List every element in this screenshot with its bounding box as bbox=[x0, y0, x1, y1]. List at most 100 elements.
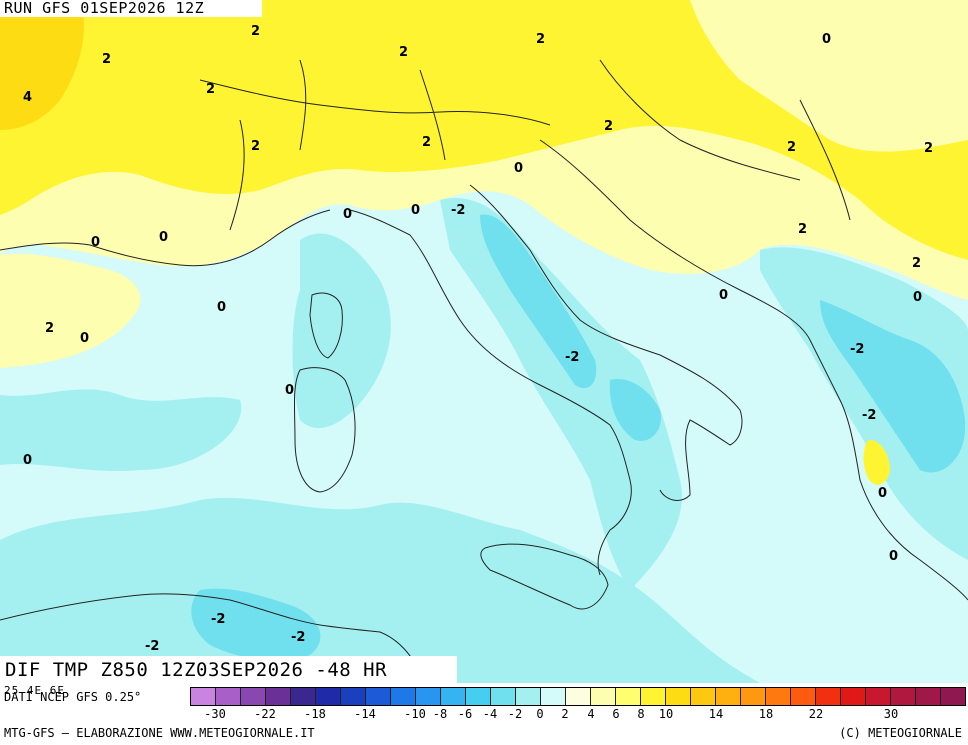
negative-core-basilicata bbox=[609, 379, 661, 441]
contour-label: 0 bbox=[159, 230, 168, 245]
contour-label: -2 bbox=[451, 203, 465, 218]
footer-credit: MTG-GFS – ELABORAZIONE WWW.METEOGIORNALE… bbox=[4, 726, 315, 740]
borders-alps bbox=[199, 59, 851, 231]
color-scale-tick-label: 22 bbox=[808, 707, 824, 721]
coast-africa bbox=[0, 593, 421, 671]
color-scale-tick-label: 18 bbox=[758, 707, 774, 721]
color-swatch bbox=[816, 688, 841, 705]
positive-area-iberia bbox=[0, 253, 141, 368]
run-label: RUN GFS 01SEP2026 12Z bbox=[4, 0, 205, 17]
color-scale-tick-label: -10 bbox=[404, 707, 426, 721]
color-scale-tick-label: -22 bbox=[254, 707, 276, 721]
temperature-anomaly-map: 2 2 2 2 0 4 2 2 2 2 0 2 2 0 0 -2 2 0 0 0… bbox=[0, 0, 968, 683]
contour-label: 2 bbox=[251, 24, 260, 39]
color-swatch bbox=[791, 688, 816, 705]
color-swatch bbox=[316, 688, 341, 705]
contour-label: 2 bbox=[798, 222, 807, 237]
color-swatch bbox=[516, 688, 541, 705]
color-swatch bbox=[616, 688, 641, 705]
color-swatch bbox=[391, 688, 416, 705]
color-scale-tick-label: 14 bbox=[708, 707, 724, 721]
color-scale-tick-label: -14 bbox=[354, 707, 376, 721]
field-title: DIF TMP Z850 12Z03SEP2026 -48 HR bbox=[5, 659, 388, 681]
color-scale-tick-label: 6 bbox=[612, 707, 620, 721]
contour-label: -2 bbox=[211, 612, 225, 627]
contour-label: 0 bbox=[411, 203, 420, 218]
color-swatch bbox=[841, 688, 866, 705]
color-swatch bbox=[541, 688, 566, 705]
contour-label: 0 bbox=[217, 300, 226, 315]
run-label-box bbox=[0, 0, 262, 17]
data-source-label: DATI NCEP GFS 0.25° bbox=[4, 690, 142, 704]
positive-core-france bbox=[0, 0, 84, 130]
contour-label: 2 bbox=[399, 45, 408, 60]
contour-label: 0 bbox=[889, 549, 898, 564]
color-swatch bbox=[216, 688, 241, 705]
color-scale-tick-label: 8 bbox=[637, 707, 645, 721]
negative-area-italy bbox=[440, 198, 682, 590]
contour-label: 4 bbox=[23, 90, 32, 105]
negative-core-greece bbox=[820, 300, 966, 473]
color-scale-bar bbox=[190, 687, 966, 706]
contour-labels: 2 2 2 2 0 4 2 2 2 2 0 2 2 0 0 -2 2 0 0 0… bbox=[23, 24, 933, 654]
color-swatch bbox=[291, 688, 316, 705]
color-swatch bbox=[591, 688, 616, 705]
negative-core-tunisia bbox=[191, 588, 321, 661]
color-swatch bbox=[891, 688, 916, 705]
color-swatch bbox=[266, 688, 291, 705]
footer-copyright: (C) METEOGIORNALE bbox=[839, 726, 962, 740]
color-swatch bbox=[716, 688, 741, 705]
color-swatch bbox=[641, 688, 666, 705]
color-swatch bbox=[941, 688, 965, 705]
field-title-box bbox=[0, 656, 457, 684]
color-swatch bbox=[441, 688, 466, 705]
color-swatch bbox=[191, 688, 216, 705]
coast-sardinia bbox=[293, 367, 356, 493]
color-swatch bbox=[366, 688, 391, 705]
color-scale-tick-label: 30 bbox=[883, 707, 899, 721]
contour-label: -2 bbox=[291, 630, 305, 645]
contour-label: 2 bbox=[536, 32, 545, 47]
coast-corsica bbox=[309, 292, 343, 359]
color-scale-tick-label: 0 bbox=[536, 707, 544, 721]
color-scale-tick-label: -2 bbox=[507, 707, 523, 721]
contour-label: 2 bbox=[45, 321, 54, 336]
contour-label: 0 bbox=[23, 453, 32, 468]
color-swatch bbox=[491, 688, 516, 705]
coast-sicily bbox=[480, 543, 609, 610]
negative-area-balkans bbox=[760, 247, 968, 560]
color-swatch bbox=[866, 688, 891, 705]
contour-label: 0 bbox=[822, 32, 831, 47]
contour-label: 0 bbox=[80, 331, 89, 346]
coastlines bbox=[0, 59, 968, 671]
color-swatch bbox=[766, 688, 791, 705]
negative-area-west bbox=[0, 389, 242, 472]
color-swatch bbox=[566, 688, 591, 705]
negative-area-south bbox=[0, 497, 760, 683]
color-swatch bbox=[341, 688, 366, 705]
contour-label: 0 bbox=[913, 290, 922, 305]
contour-label: 0 bbox=[878, 486, 887, 501]
contour-label: 2 bbox=[422, 135, 431, 150]
contour-label: 0 bbox=[91, 235, 100, 250]
color-swatch bbox=[241, 688, 266, 705]
positive-core-alps bbox=[0, 0, 968, 260]
edge-tick-labels: 25 4E 6E bbox=[4, 684, 65, 697]
contour-label: -2 bbox=[850, 342, 864, 357]
color-swatch bbox=[416, 688, 441, 705]
color-scale-tick-label: -30 bbox=[204, 707, 226, 721]
contour-label: 2 bbox=[102, 52, 111, 67]
coast-adriatic-east bbox=[539, 139, 968, 601]
contour-label: 0 bbox=[343, 207, 352, 222]
contour-label: 2 bbox=[787, 140, 796, 155]
color-scale-tick-label: -8 bbox=[432, 707, 448, 721]
color-swatch bbox=[691, 688, 716, 705]
coast-italy bbox=[349, 184, 743, 576]
color-swatch bbox=[666, 688, 691, 705]
color-swatch bbox=[741, 688, 766, 705]
color-scale-tick-label: -6 bbox=[457, 707, 473, 721]
coast-france-spain bbox=[0, 209, 331, 267]
contour-label: 2 bbox=[604, 119, 613, 134]
negative-core-apennines bbox=[480, 214, 597, 389]
contour-label: 0 bbox=[719, 288, 728, 303]
